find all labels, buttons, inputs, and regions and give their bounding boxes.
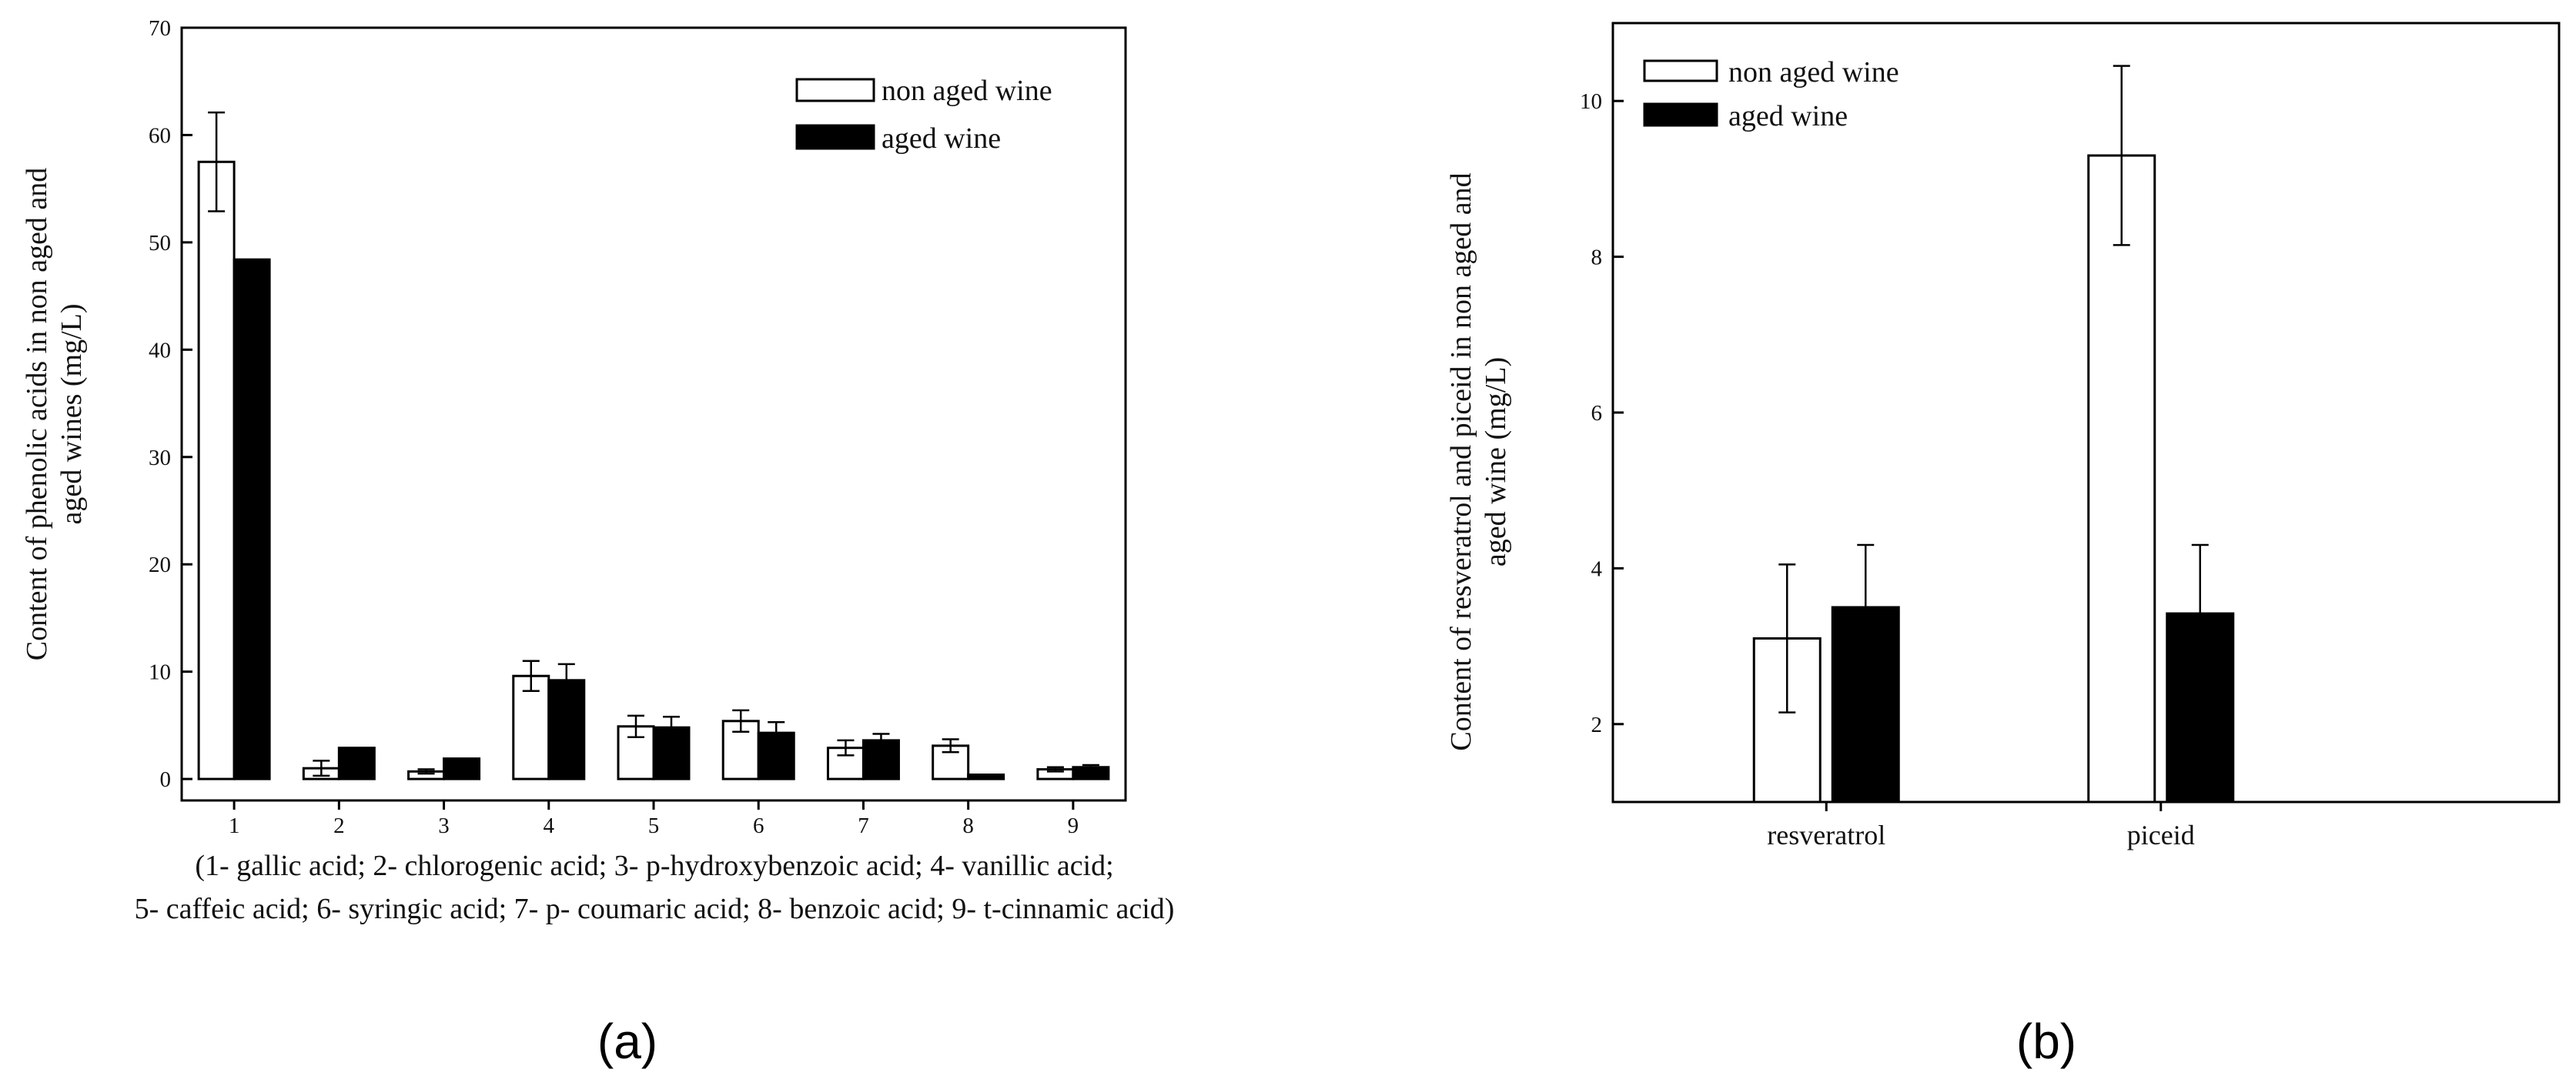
bar: [443, 757, 481, 780]
panel-label-a: (a): [597, 1014, 657, 1069]
y-tick-label: 10: [149, 660, 171, 685]
x-tick-label: 6: [753, 814, 764, 838]
legend-label-aged: aged wine: [1728, 100, 1848, 132]
y-tick-label: 40: [149, 338, 171, 363]
y-tick-label: 2: [1591, 713, 1603, 737]
y-tick-label: 8: [1591, 246, 1603, 270]
x-tick-label: 4: [544, 814, 555, 838]
x-axis-caption-line-2: 5- caffeic acid; 6- syringic acid; 7- p-…: [135, 893, 1175, 925]
legend-label-non-aged: non aged wine: [1728, 56, 1899, 89]
y-tick-label: 10: [1580, 89, 1602, 114]
x-tick-label: 5: [648, 814, 660, 838]
y-tick-label: 70: [149, 16, 171, 41]
x-tick-label: 2: [333, 814, 345, 838]
x-tick-label: piceid: [2127, 820, 2195, 850]
x-axis-caption-line-1: (1- gallic acid; 2- chlorogenic acid; 3-…: [195, 850, 1113, 882]
chart-panel-a: 0 10 20 30 40 50 60 70 1 2 3 4 5 6 7 8 9 Content of phe…: [21, 16, 1174, 1069]
x-tick-label: 9: [1068, 814, 1079, 838]
legend-label-aged: aged wine: [882, 122, 1001, 155]
bar: [337, 747, 376, 780]
panel-label-b: (b): [2016, 1014, 2076, 1069]
bar-series-group: [1752, 65, 2235, 804]
y-tick-label: 60: [149, 123, 171, 148]
x-tick-label: 7: [858, 814, 869, 838]
legend-swatch-aged: [795, 124, 875, 150]
x-tick-label: resveratrol: [1767, 820, 1885, 850]
bar: [2087, 154, 2156, 804]
y-axis-label-line-2: aged wine (mg/L): [1480, 357, 1512, 566]
y-tick-label: 20: [149, 553, 171, 577]
legend-swatch-non-aged: [1643, 59, 1718, 82]
bar: [233, 258, 271, 780]
legend: non aged wine aged wine: [795, 75, 1052, 155]
y-tick-label: 50: [149, 231, 171, 256]
legend-swatch-aged: [1643, 102, 1718, 127]
x-tick-label: 1: [229, 814, 240, 838]
x-tick-label: 3: [438, 814, 450, 838]
x-tick-label: 8: [962, 814, 974, 838]
bar-series-group: [197, 111, 1110, 780]
y-tick-label: 4: [1591, 556, 1603, 581]
y-axis-label-line-2: aged wines (mg/L): [55, 303, 88, 524]
legend: non aged wine aged wine: [1643, 56, 1899, 132]
y-tick-label: 30: [149, 446, 171, 470]
legend-swatch-non-aged: [795, 78, 875, 102]
bar: [197, 160, 236, 780]
x-axis-ticks: resveratrol piceid: [1767, 802, 2195, 850]
bar: [652, 726, 691, 780]
y-axis-ticks: 0 10 20 30 40 50 60 70: [149, 16, 192, 792]
y-axis-label-line-1: Content of resveratrol and piceid in non…: [1445, 172, 1477, 750]
y-tick-label: 0: [160, 767, 172, 792]
legend-label-non-aged: non aged wine: [882, 75, 1052, 107]
y-axis-ticks: 2 4 6 8 10: [1580, 89, 1624, 737]
y-axis-label-line-1: Content of phenolic acids in non aged an…: [21, 168, 53, 661]
x-axis-ticks: 1 2 3 4 5 6 7 8 9: [229, 800, 1079, 838]
y-tick-label: 6: [1591, 401, 1603, 426]
bar: [967, 774, 1005, 780]
chart-panel-b: 2 4 6 8 10 resveratrol piceid Content of resv…: [1445, 22, 2561, 1069]
